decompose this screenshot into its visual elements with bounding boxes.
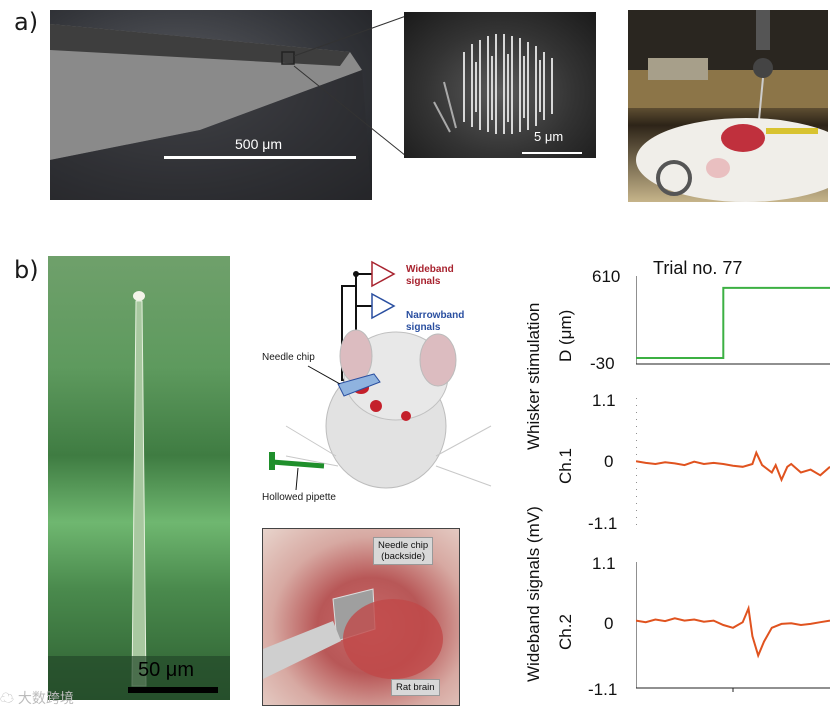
photo-chip-label-line1: Needle chip: [378, 540, 429, 551]
narrowband-label-line1: Narrowband: [406, 310, 465, 321]
chart3-series-line: [636, 604, 830, 659]
chart3-plot: [636, 562, 830, 692]
needle-scale-bar: [164, 156, 356, 159]
nanowire-scale-bar: [522, 152, 582, 154]
green-scale-label: 50 μm: [138, 659, 194, 681]
hollowed-pipette-label: Hollowed pipette: [262, 492, 336, 503]
chart1-series-line: [636, 286, 830, 359]
watermark-text: 大数跨境: [17, 690, 74, 706]
wideband-label-line2: signals: [406, 276, 441, 287]
needle-scale-label: 500 μm: [235, 136, 282, 152]
photo-chip-label: Needle chip (backside): [373, 537, 434, 565]
chart2-plot: [636, 398, 830, 530]
shared-ylabel: Wideband signals (mV): [524, 506, 543, 682]
chart3-ytick-mid: 0: [604, 614, 614, 633]
rat-brain-label: Rat brain: [391, 679, 440, 696]
chart1-plot: [636, 276, 830, 365]
panel-a-label: a): [14, 8, 39, 36]
rig-drawing: [628, 10, 828, 202]
rig-photo: [628, 10, 828, 202]
needle-sem-image: 500 μm: [50, 10, 372, 200]
chart2-ytick-bottom: -1.1: [588, 514, 618, 533]
green-electrode-drawing: [48, 291, 230, 700]
chart2-ytick-top: 1.1: [592, 391, 616, 410]
photo-chip-label-line2: (backside): [381, 551, 425, 562]
green-scale-bar: [128, 687, 218, 693]
watermark: ☁ 大数跨境: [0, 688, 74, 708]
chart2-ytick-mid: 0: [604, 452, 614, 471]
panel-b-label: b): [14, 256, 39, 284]
mouse-diagram: [269, 260, 492, 491]
chart1-title: Trial no. 77: [653, 258, 743, 278]
nanowire-sem-image: 5 μm: [404, 12, 596, 158]
narrowband-label-line2: signals: [406, 322, 441, 333]
chart3-channel-label: Ch.2: [556, 614, 575, 650]
needle-sem-drawing: [50, 24, 372, 200]
chart1-ylabel-line1: Whisker stimulation: [524, 302, 543, 450]
chart2-channel-label: Ch.1: [556, 448, 575, 484]
chart3-ytick-bottom: -1.1: [588, 680, 618, 699]
wideband-label-line1: Wideband: [406, 264, 454, 275]
chart1-ytick-bottom: -30: [590, 354, 615, 373]
rat-brain-drawing: [263, 588, 443, 679]
nanowire-drawing: [433, 34, 553, 134]
chart2-series-line: [636, 450, 830, 483]
chart1-ylabel-line2: D (μm): [556, 309, 575, 362]
watermark-icon: ☁: [0, 690, 18, 706]
chart1-ytick-top: 610: [592, 267, 621, 286]
needle-chip-label: Needle chip: [262, 352, 315, 363]
nanowire-scale-label: 5 μm: [534, 129, 564, 144]
green-electrode-image: 50 μm: [48, 256, 230, 700]
rat-brain-photo: Needle chip (backside) Rat brain: [262, 528, 460, 706]
chart3-ytick-top: 1.1: [592, 554, 616, 573]
